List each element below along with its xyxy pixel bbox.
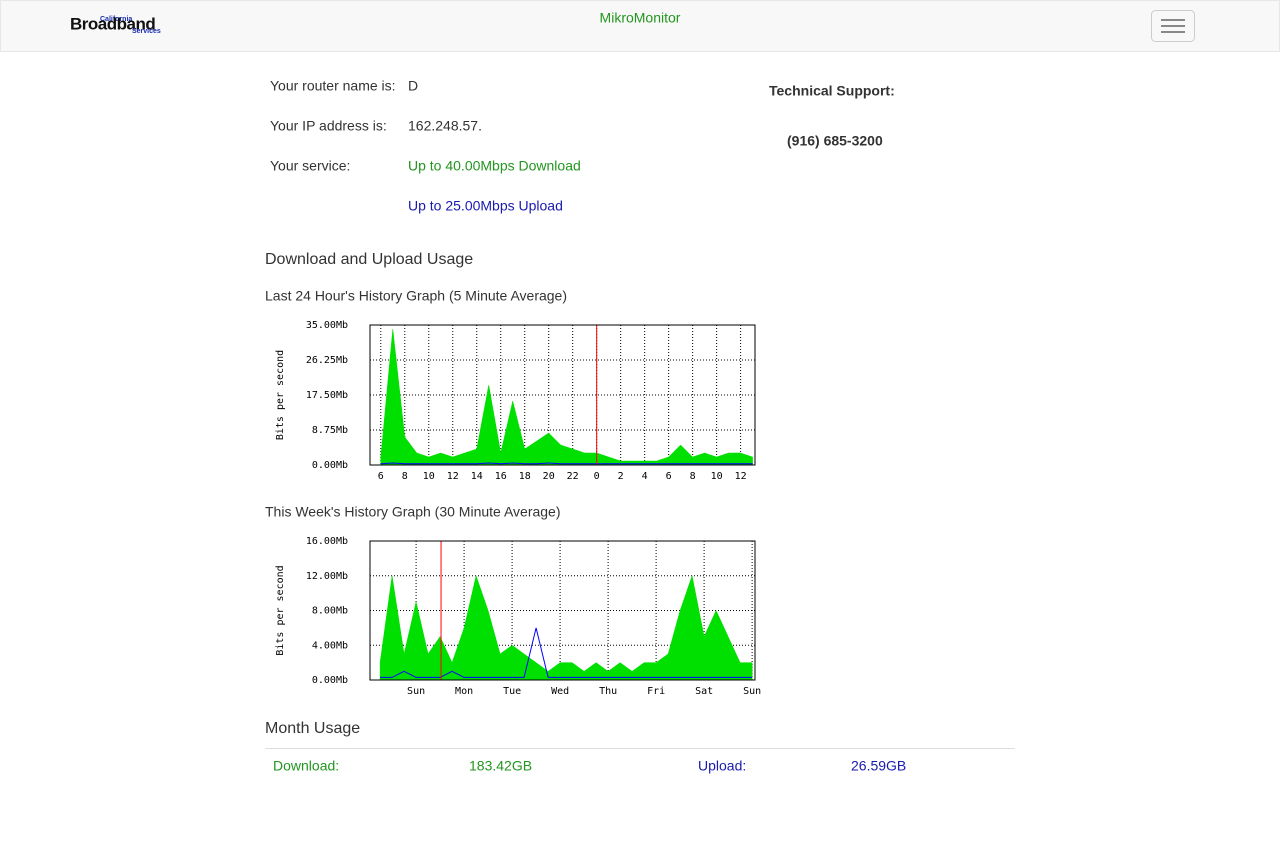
x-tick-label: Tue — [503, 686, 521, 697]
logo[interactable]: California Broadband Services — [70, 14, 161, 34]
x-tick-label: 18 — [519, 471, 531, 482]
x-tick-label: 4 — [642, 471, 648, 482]
plot-frame — [369, 324, 756, 466]
service-upload: Up to 25.00Mbps Upload — [408, 198, 563, 214]
y-tick-label: 17.50Mb — [306, 390, 348, 401]
charts: Last 24 Hour's History Graph (5 Minute A… — [265, 288, 761, 697]
y-tick-label: 4.00Mb — [312, 640, 348, 651]
support-label: Technical Support: — [769, 83, 895, 99]
month-download-value: 183.42GB — [469, 758, 532, 774]
chart-title: Last 24 Hour's History Graph (5 Minute A… — [265, 288, 567, 304]
upload-line — [380, 462, 753, 465]
y-tick-label: 35.00Mb — [306, 320, 348, 331]
y-axis-label: Bits per second — [275, 350, 286, 440]
support-phone: (916) 685-3200 — [787, 133, 883, 149]
section-title: Download and Upload Usage — [265, 251, 473, 268]
x-tick-label: Thu — [599, 686, 617, 697]
router-value: D — [408, 78, 418, 94]
service-label: Your service: — [270, 158, 350, 174]
plot-frame — [369, 540, 756, 681]
x-tick-label: 8 — [402, 471, 408, 482]
ip-label: Your IP address is: — [270, 118, 387, 134]
x-tick-label: 0 — [594, 471, 600, 482]
logo-text: Broadband — [70, 14, 155, 33]
y-tick-label: 26.25Mb — [306, 355, 348, 366]
x-tick-label: 8 — [690, 471, 696, 482]
ip-value: 162.248.57. — [408, 118, 482, 134]
y-tick-label: 8.75Mb — [312, 425, 348, 436]
x-tick-label: 6 — [666, 471, 672, 482]
x-tick-label: 14 — [471, 471, 483, 482]
x-tick-label: Sun — [743, 686, 761, 697]
menu-bar — [1161, 25, 1185, 27]
month-title: Month Usage — [265, 720, 360, 737]
logo-sub: Services — [132, 28, 161, 35]
y-tick-label: 0.00Mb — [312, 460, 348, 471]
y-tick-label: 0.00Mb — [312, 675, 348, 686]
month-download-label: Download: — [273, 758, 339, 774]
x-tick-label: 2 — [618, 471, 624, 482]
y-tick-label: 16.00Mb — [306, 536, 348, 547]
x-tick-label: Mon — [455, 686, 473, 697]
x-tick-label: 12 — [447, 471, 459, 482]
menu-bar — [1161, 19, 1185, 21]
y-tick-label: 8.00Mb — [312, 606, 348, 617]
x-tick-label: Fri — [647, 686, 665, 697]
x-tick-label: 16 — [495, 471, 507, 482]
y-axis-label: Bits per second — [275, 565, 286, 655]
logo-top: California — [100, 16, 132, 23]
x-tick-label: 10 — [423, 471, 435, 482]
x-tick-label: Wed — [551, 686, 569, 697]
menu-toggle[interactable] — [1151, 10, 1195, 42]
brand-title[interactable]: MikroMonitor — [600, 10, 681, 26]
navbar — [0, 0, 1280, 52]
month-upload-label: Upload: — [698, 758, 746, 774]
x-tick-label: 10 — [711, 471, 723, 482]
x-tick-label: Sat — [695, 686, 713, 697]
chart-title: This Week's History Graph (30 Minute Ave… — [265, 504, 561, 520]
download-area — [380, 328, 753, 466]
router-label: Your router name is: — [270, 78, 396, 94]
x-tick-label: 12 — [735, 471, 747, 482]
menu-bar — [1161, 31, 1185, 33]
month-upload-value: 26.59GB — [851, 758, 906, 774]
x-tick-label: 20 — [543, 471, 555, 482]
y-tick-label: 12.00Mb — [306, 571, 348, 582]
upload-line — [380, 627, 753, 678]
x-tick-label: 6 — [378, 471, 384, 482]
download-area — [379, 574, 753, 681]
service-download: Up to 40.00Mbps Download — [408, 158, 581, 174]
x-tick-label: 22 — [567, 471, 579, 482]
x-tick-label: Sun — [407, 686, 425, 697]
